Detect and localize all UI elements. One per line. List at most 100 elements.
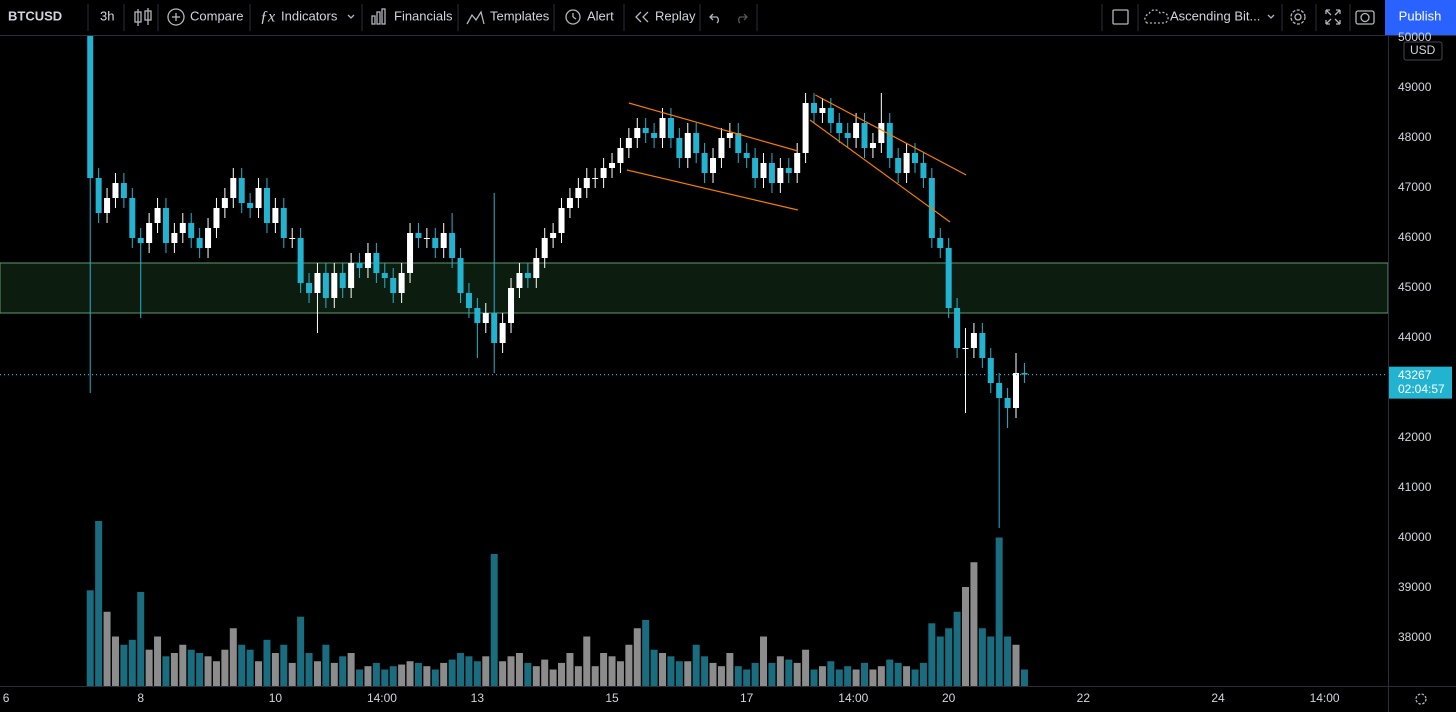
symbol[interactable]: BTCUSD <box>8 8 62 23</box>
compare-icon <box>167 8 185 26</box>
last-price-label: 43267 <box>1398 368 1432 382</box>
undo-button[interactable] <box>709 13 719 24</box>
candle-body <box>886 123 893 158</box>
countdown-label: 02:04:57 <box>1398 382 1445 396</box>
volume-bar <box>473 661 481 686</box>
toolbar: BTCUSD 3h Compare ƒx Indicators Financia… <box>0 0 1456 36</box>
volume-bar <box>381 669 389 686</box>
axis-settings[interactable] <box>1415 693 1427 705</box>
candle-body <box>802 103 809 153</box>
candle-body <box>1021 373 1028 375</box>
volume-bar <box>717 666 725 686</box>
volume-bar <box>297 616 305 686</box>
volume-bar <box>667 656 675 686</box>
volume-bar <box>196 653 204 686</box>
x-tick-label: 14:00 <box>1310 691 1340 705</box>
volume-bar <box>457 653 465 686</box>
candle-body <box>432 238 439 248</box>
candle-body <box>836 123 843 133</box>
candle-body <box>457 258 464 293</box>
alert-button[interactable]: Alert <box>587 8 614 23</box>
candle-body <box>583 178 590 188</box>
snapshot-button[interactable] <box>1355 10 1375 25</box>
interval[interactable]: 3h <box>100 8 114 23</box>
volume-bar <box>987 636 995 686</box>
candle-body <box>987 358 994 383</box>
candle-body <box>651 133 658 138</box>
volume-bar <box>877 666 885 686</box>
plot <box>0 36 1388 686</box>
volume-bar <box>818 666 826 686</box>
volume-bar <box>726 653 734 686</box>
redo-button[interactable] <box>738 13 748 24</box>
candle-type-icon[interactable] <box>134 8 152 26</box>
candle-body <box>154 208 161 223</box>
volume-bar <box>246 649 254 686</box>
x-tick-label: 6 <box>3 691 10 705</box>
y-tick-label: 40000 <box>1398 530 1432 544</box>
candle-body <box>667 118 674 138</box>
volume-bar <box>608 656 616 686</box>
volume-bar <box>482 656 490 686</box>
candle-body <box>861 123 868 148</box>
financials-button[interactable]: Financials <box>394 8 453 23</box>
layout-button[interactable] <box>1112 9 1129 25</box>
volume-bar <box>953 611 961 686</box>
volume-bar <box>886 659 894 686</box>
volume-bar <box>465 656 473 686</box>
currency-label[interactable]: USD <box>1410 43 1436 57</box>
candle-body <box>356 263 363 268</box>
candle-body <box>819 108 826 113</box>
trend-line <box>809 119 951 223</box>
volume-bar <box>524 662 532 686</box>
templates-icon <box>466 10 485 25</box>
volume-bar <box>431 669 439 686</box>
last-price-box <box>1389 366 1452 399</box>
volume-bar <box>507 656 515 686</box>
y-tick-label: 49000 <box>1398 80 1432 94</box>
compare-button[interactable]: Compare <box>190 8 243 23</box>
candle-body <box>415 233 422 238</box>
candle-body <box>423 238 430 239</box>
volume-bar <box>995 537 1003 686</box>
volume-bar <box>692 644 700 686</box>
candle-body <box>499 323 506 343</box>
volume-bar <box>802 649 810 686</box>
dropdown-arrow[interactable] <box>347 14 355 19</box>
layout-name[interactable]: Ascending Bit... <box>1170 8 1260 23</box>
candle-body <box>878 123 885 143</box>
candle-body <box>827 108 834 123</box>
trend-line <box>628 102 799 152</box>
volume-bar <box>919 662 927 686</box>
y-tick-label: 46000 <box>1398 230 1432 244</box>
candle-body <box>314 273 321 293</box>
volume-bar <box>684 661 692 686</box>
x-tick-label: 14:00 <box>838 691 868 705</box>
candle-body <box>465 293 472 308</box>
candle-body <box>609 163 616 168</box>
candle-body <box>104 198 111 213</box>
indicators-button[interactable]: Indicators <box>281 8 338 23</box>
candle-body <box>533 258 540 278</box>
candle-body <box>120 183 127 198</box>
y-tick-label: 41000 <box>1398 480 1432 494</box>
fullscreen-button[interactable] <box>1325 9 1341 25</box>
y-tick-label: 47000 <box>1398 180 1432 194</box>
volume-bar <box>541 659 549 686</box>
publish-button[interactable] <box>1385 0 1456 35</box>
volume-bar <box>785 659 793 686</box>
currency-box[interactable] <box>1403 41 1443 61</box>
candle-body <box>693 133 700 153</box>
volume-bar <box>271 653 279 686</box>
candle-body <box>297 238 304 283</box>
volume-bar <box>440 662 448 686</box>
replay-button[interactable]: Replay <box>655 8 696 23</box>
candle-body <box>625 138 632 148</box>
publish-label[interactable]: Publish <box>1399 8 1442 23</box>
dropdown-arrow[interactable] <box>1267 14 1275 19</box>
volume-bar <box>642 620 650 686</box>
settings-button[interactable] <box>1290 9 1306 25</box>
templates-button[interactable]: Templates <box>490 8 550 23</box>
candle-body <box>272 208 279 223</box>
volume-bar <box>701 656 709 686</box>
